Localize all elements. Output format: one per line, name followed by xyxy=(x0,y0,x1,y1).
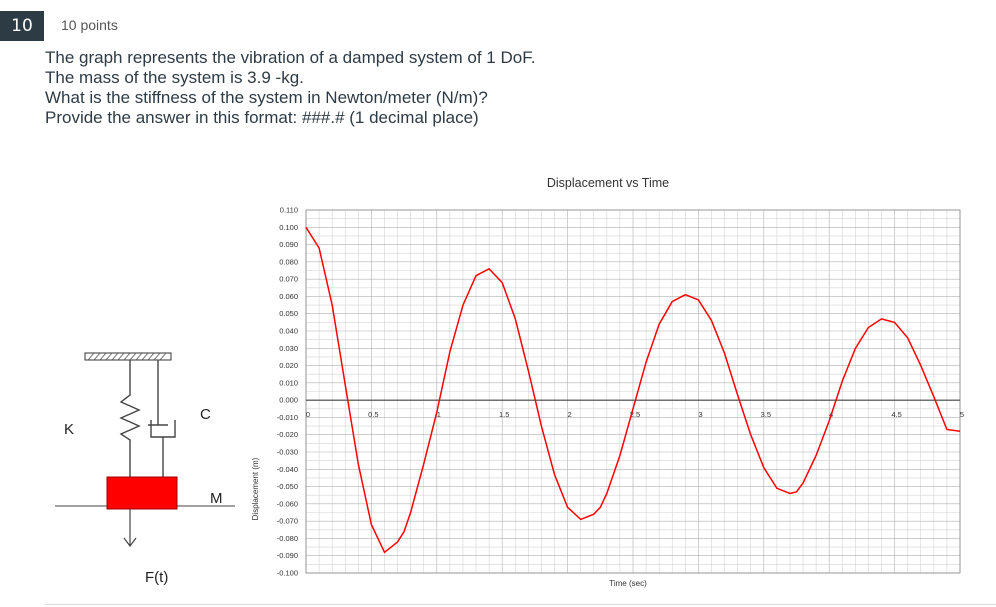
y-tick-label: 0.020 xyxy=(279,361,298,370)
question-line: The graph represents the vibration of a … xyxy=(45,48,536,67)
label-c: C xyxy=(200,406,211,423)
chart-ticks: 0.110 0.100 0.090 0.080 0.070 0.060 0.050 0.040… xyxy=(277,206,964,578)
label-f: F(t) xyxy=(145,569,168,586)
y-tick-label: 0.000 xyxy=(279,396,298,405)
y-tick-label: 0.010 xyxy=(279,378,298,387)
y-axis-label: Displacement (m) xyxy=(251,457,260,520)
y-tick-label: 0.090 xyxy=(279,240,298,249)
displacement-chart: Displacement vs Time 0.110 0.100 0.090 0.08… xyxy=(251,176,964,588)
x-tick-label: 5 xyxy=(960,410,964,419)
spring xyxy=(119,360,141,477)
y-tick-label: 0.030 xyxy=(279,344,298,353)
divider xyxy=(45,604,996,605)
y-tick-label: -0.020 xyxy=(277,430,298,439)
y-tick-label: -0.060 xyxy=(277,499,298,508)
y-tick-label: -0.070 xyxy=(277,517,298,526)
x-tick-label: 4.5 xyxy=(891,410,901,419)
ceiling-support xyxy=(84,352,172,361)
x-tick-label: 2.5 xyxy=(630,410,640,419)
x-tick-label: 0 xyxy=(306,410,310,419)
question-line: The mass of the system is 3.9 -kg. xyxy=(45,68,304,87)
y-tick-label: 0.060 xyxy=(279,292,298,301)
y-tick-label: 0.080 xyxy=(279,257,298,266)
x-axis-label: Time (sec) xyxy=(609,579,647,588)
y-tick-label: -0.040 xyxy=(277,465,298,474)
damper xyxy=(148,360,176,477)
plot-frame xyxy=(305,209,961,574)
question-line: Provide the answer in this format: ###.#… xyxy=(45,108,479,127)
force-arrowhead xyxy=(123,537,137,547)
x-tick-label: 3 xyxy=(698,410,702,419)
question-points: 10 points xyxy=(61,17,118,33)
y-tick-label: 0.100 xyxy=(279,223,298,232)
y-tick-label: -0.080 xyxy=(277,534,298,543)
y-tick-label: -0.090 xyxy=(277,551,298,560)
x-tick-label: 0.5 xyxy=(368,410,378,419)
y-tick-label: 0.110 xyxy=(280,206,298,215)
y-tick-label: 0.050 xyxy=(279,309,298,318)
y-tick-label: -0.010 xyxy=(277,413,298,422)
x-tick-label: 3.5 xyxy=(761,410,771,419)
chart-grid xyxy=(305,209,961,574)
question-line: What is the stiffness of the system in N… xyxy=(45,88,488,107)
question-number: 10 xyxy=(0,11,44,41)
ceiling-hatch xyxy=(87,352,167,361)
mass-block xyxy=(106,476,178,510)
label-k: K xyxy=(64,421,74,438)
y-tick-label: 0.070 xyxy=(279,275,298,284)
y-tick-label: -0.030 xyxy=(277,448,298,457)
spring-mass-damper-diagram: K C M F(t) xyxy=(55,352,235,586)
y-tick-label: -0.100 xyxy=(277,569,298,578)
x-tick-label: 2 xyxy=(568,410,572,419)
y-tick-label: 0.040 xyxy=(279,327,298,336)
y-tick-label: -0.050 xyxy=(277,482,298,491)
chart-title: Displacement vs Time xyxy=(547,176,669,190)
x-tick-label: 1.5 xyxy=(499,410,509,419)
label-m: M xyxy=(210,490,223,507)
question-text: The graph represents the vibration of a … xyxy=(45,48,535,128)
displacement-series-line xyxy=(305,226,961,554)
x-tick-label: 1 xyxy=(437,410,441,419)
